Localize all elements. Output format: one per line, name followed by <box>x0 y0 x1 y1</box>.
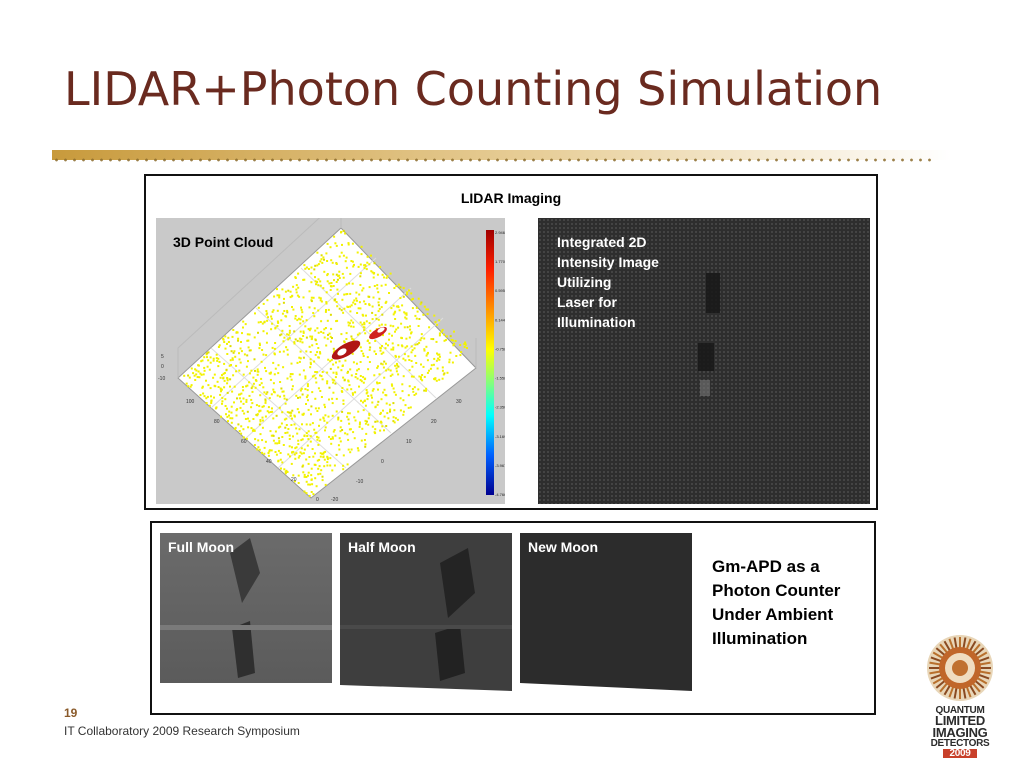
full-moon-image: Full Moon <box>160 533 332 693</box>
svg-text:5: 5 <box>161 354 164 360</box>
lidar-panel: LIDAR Imaging 5 0 -10 <box>144 174 878 510</box>
svg-text:0: 0 <box>161 364 164 370</box>
new-moon-label: New Moon <box>528 539 598 555</box>
footer-text: IT Collaboratory 2009 Research Symposium <box>64 724 300 738</box>
new-moon-image: New Moon <box>520 533 692 693</box>
colorbar-tick-label: -3.967 <box>495 463 505 468</box>
gm-apd-description: Gm-APD as a Photon Counter Under Ambient… <box>712 557 841 648</box>
point-cloud-graphic: 5 0 -10 100 80 60 40 20 0 -20 -10 0 10 20 30 <box>158 218 477 503</box>
title-divider <box>52 150 952 160</box>
point-cloud-plot: 5 0 -10 100 80 60 40 20 0 -20 -10 0 10 20 30 3D Po… <box>156 218 505 504</box>
svg-text:-10: -10 <box>356 479 363 485</box>
title-divider-dots <box>52 158 932 162</box>
svg-text:40: 40 <box>266 459 272 465</box>
full-moon-label: Full Moon <box>168 539 235 555</box>
lidar-heading: LIDAR Imaging <box>460 190 562 206</box>
slide-title: LIDAR+Photon Counting Simulation <box>64 62 883 116</box>
svg-text:-10: -10 <box>158 376 165 382</box>
colorbar-tick-label: 2.946 <box>495 230 505 235</box>
svg-text:80: 80 <box>214 419 220 425</box>
svg-text:0: 0 <box>316 497 319 503</box>
colorbar-tick-label: -0.758 <box>495 346 505 351</box>
logo-line-2: LIMITED <box>935 713 985 728</box>
qlid-logo: QUANTUM LIMITED IMAGING DETECTORS 2009 <box>918 632 1002 759</box>
intensity-graphic <box>698 273 720 396</box>
photon-counting-panel: Full Moon Half Moon New Moon Gm-APD as a… <box>150 521 876 715</box>
point-cloud-dots <box>183 229 468 497</box>
svg-text:20: 20 <box>431 419 437 425</box>
page-number: 19 <box>64 706 78 720</box>
svg-text:20: 20 <box>291 477 297 483</box>
colorbar-tick-label: 0.144 <box>495 317 505 322</box>
logo-line-1: QUANTUM <box>935 705 985 716</box>
svg-text:30: 30 <box>456 399 462 405</box>
logo-line-4: DETECTORS <box>930 738 990 749</box>
colorbar-tick-label: -1.558 <box>495 376 505 381</box>
intensity-label: Integrated 2D Intensity Image Utilizing … <box>557 234 659 330</box>
sun-emblem-icon <box>927 635 993 701</box>
detected-object <box>331 326 387 360</box>
svg-text:-20: -20 <box>331 497 338 503</box>
half-moon-label: Half Moon <box>348 539 416 555</box>
logo-year: 2009 <box>943 749 977 759</box>
colorbar-tick-label: 0.595 <box>495 288 505 293</box>
colorbar-tick-label: 1.770 <box>495 259 505 264</box>
svg-text:0: 0 <box>381 459 384 465</box>
point-cloud-label: 3D Point Cloud <box>173 234 274 250</box>
colorbar-tick-label: -4.766 <box>495 492 505 497</box>
svg-text:60: 60 <box>241 439 247 445</box>
svg-text:10: 10 <box>406 439 412 445</box>
colorbar-tick-label: -3.169 <box>495 434 505 439</box>
svg-text:100: 100 <box>186 399 195 405</box>
logo-line-3: IMAGING <box>932 725 988 740</box>
colorbar: 2.946 1.770 0.595 0.144 -0.758 -1.558 -2.350 -3… <box>486 230 505 497</box>
half-moon-image: Half Moon <box>340 533 512 693</box>
colorbar-tick-label: -2.350 <box>495 405 505 410</box>
intensity-image: Integrated 2D Intensity Image Utilizing … <box>538 218 870 504</box>
